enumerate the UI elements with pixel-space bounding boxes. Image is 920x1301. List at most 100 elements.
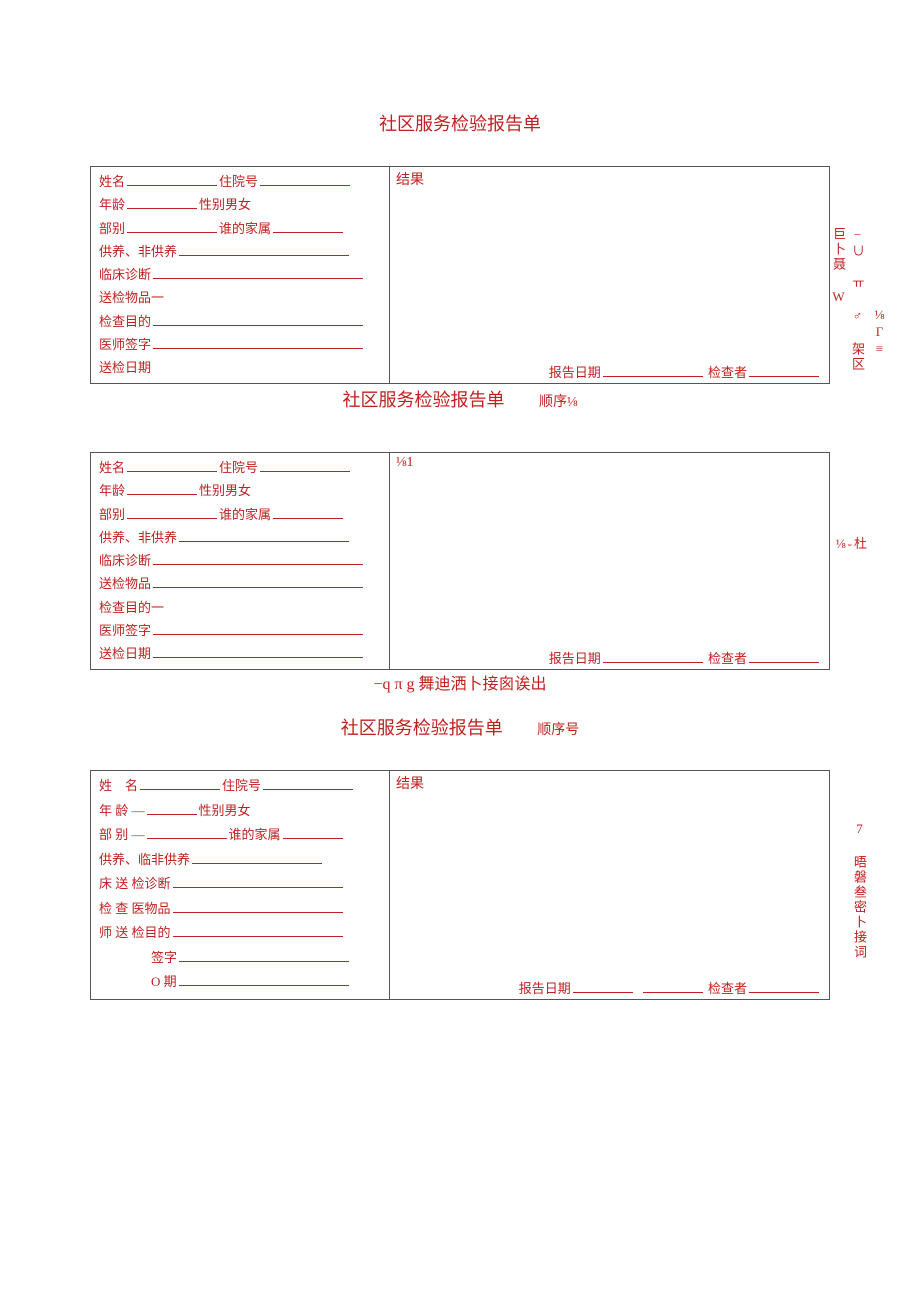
rdate-1: 报告日期 — [549, 365, 601, 380]
l1-purp: 检查目的 — [99, 311, 151, 333]
u-purp-1[interactable] — [153, 312, 363, 326]
right-col-2: ⅛1 报告日期 检查者 — [390, 453, 829, 669]
l1-sex: 性别男女 — [199, 194, 251, 216]
form-block-1: 社区服务检验报告单 姓名住院号 年龄性别男女 部别谁的家属 供养、非供养 临床诊… — [90, 110, 830, 412]
u-sup-2[interactable] — [179, 528, 349, 542]
rdate-3: 报告日期 — [519, 981, 571, 996]
l1-sup: 供养、非供养 — [99, 241, 177, 263]
u-purp-3[interactable] — [173, 923, 343, 937]
form-block-3: 社区服务检验报告单 顺序号 姓 名 住院号 年 龄 — 性别男女 部 别 — 谁的家属… — [90, 714, 830, 1000]
l1-sign: 医师签字 — [99, 334, 151, 356]
l1-name: 姓名 — [99, 171, 125, 193]
l3-fam: 谁的家属 — [229, 824, 281, 846]
l1-item: 送检物品一 — [99, 287, 164, 309]
u-fam-2[interactable] — [273, 505, 343, 519]
l3-diaga: 床 送 检 — [99, 873, 145, 895]
u-diag-3[interactable] — [173, 874, 343, 888]
result-2: ⅛1 — [396, 455, 414, 471]
u-rdate-3b[interactable] — [643, 979, 703, 993]
u-sign-1[interactable] — [153, 335, 363, 349]
l1-sdate: 送检日期 — [99, 357, 151, 379]
l3-dept: 部 别 — — [99, 824, 145, 846]
title-1: 社区服务检验报告单 — [90, 110, 830, 136]
chk-1: 检查者 — [708, 365, 747, 380]
result-1: 结果 — [396, 169, 424, 189]
u-chk-1[interactable] — [749, 363, 819, 377]
u-hosp-1[interactable] — [260, 172, 350, 186]
u-age-2[interactable] — [127, 481, 197, 495]
l2-dept: 部别 — [99, 504, 125, 526]
side-3: 7 晤磐叁密卜接词 — [850, 821, 869, 960]
u-fam-1[interactable] — [273, 219, 343, 233]
title-text-1: 社区服务检验报告单 — [379, 114, 541, 134]
title-3: 社区服务检验报告单 顺序号 — [90, 714, 830, 740]
u-sdate-3[interactable] — [179, 972, 349, 986]
l2-fam: 谁的家属 — [219, 504, 271, 526]
u-dept-3[interactable] — [147, 825, 227, 839]
l2-item: 送检物品 — [99, 573, 151, 595]
l3-age: 年 龄 — — [99, 800, 145, 822]
side-1a: −∪ ㅠ ♂ 架区巨卜聂 W — [829, 227, 867, 383]
u-name-2[interactable] — [127, 458, 217, 472]
u-dept-1[interactable] — [127, 219, 217, 233]
u-sign-2[interactable] — [153, 621, 363, 635]
u-rdate-3a[interactable] — [573, 979, 633, 993]
u-sign-3[interactable] — [179, 948, 349, 962]
u-hosp-2[interactable] — [260, 458, 350, 472]
title-text-m1: 社区服务检验报告单 — [343, 390, 505, 410]
l3-hosp: 住院号 — [222, 775, 261, 797]
u-rdate-2[interactable] — [603, 649, 703, 663]
right-col-1: 结果 报告日期 检查者 — [390, 167, 829, 383]
side-2: ⅛-杜 — [836, 533, 869, 552]
chk-3: 检查者 — [708, 981, 747, 996]
u-diag-1[interactable] — [153, 265, 363, 279]
u-age-1[interactable] — [127, 195, 197, 209]
title-mid-1: 社区服务检验报告单 顺序⅛ — [90, 386, 830, 412]
l3-name: 姓 名 — [99, 775, 138, 797]
l3-sign: 签字 — [151, 947, 177, 969]
u-rdate-1[interactable] — [603, 363, 703, 377]
u-item-3[interactable] — [173, 899, 343, 913]
content-box-3: 姓 名 住院号 年 龄 — 性别男女 部 别 — 谁的家属 供养、临非供养 床 送 检… — [90, 770, 830, 1000]
u-fam-3[interactable] — [283, 825, 343, 839]
l3-purpb: 目的 — [145, 922, 171, 944]
seq-3: 顺序号 — [537, 723, 579, 738]
u-name-3[interactable] — [140, 776, 220, 790]
content-box-2: 姓名住院号 年龄性别男女 部别谁的家属 供养、非供养 临床诊断 送检物品 检查目… — [90, 452, 830, 670]
u-sup-1[interactable] — [179, 242, 349, 256]
l3-supb: 非供养 — [151, 849, 190, 871]
u-hosp-3[interactable] — [263, 776, 353, 790]
u-name-1[interactable] — [127, 172, 217, 186]
inter-text: −q π g 舞迪洒卜接囪诶出 — [0, 670, 920, 694]
l2-hosp: 住院号 — [219, 457, 258, 479]
title-text-3: 社区服务检验报告单 — [341, 718, 503, 738]
chk-2: 检查者 — [708, 651, 747, 666]
u-chk-2[interactable] — [749, 649, 819, 663]
l2-name: 姓名 — [99, 457, 125, 479]
u-dept-2[interactable] — [127, 505, 217, 519]
l1-fam: 谁的家属 — [219, 218, 271, 240]
right-col-3: 结果 报告日期 检查者 — [390, 771, 829, 999]
l3-sdate: O 期 — [151, 971, 177, 993]
u-sdate-2[interactable] — [153, 644, 363, 658]
l3-purpa: 师 送 检 — [99, 922, 145, 944]
u-sup-3[interactable] — [192, 850, 322, 864]
u-item-2[interactable] — [153, 574, 363, 588]
l1-hosp: 住院号 — [219, 171, 258, 193]
u-age-3[interactable] — [147, 801, 197, 815]
l2-sdate: 送检日期 — [99, 643, 151, 665]
rdate-2: 报告日期 — [549, 651, 601, 666]
l2-sup: 供养、非供养 — [99, 527, 177, 549]
u-chk-3[interactable] — [749, 979, 819, 993]
l1-age: 年龄 — [99, 194, 125, 216]
l3-itema: 检 查 医 — [99, 898, 145, 920]
l3-supa: 供养、临 — [99, 849, 151, 871]
l2-age: 年龄 — [99, 480, 125, 502]
l3-itemb: 物品 — [145, 898, 171, 920]
l2-diag: 临床诊断 — [99, 550, 151, 572]
l3-sex: 性别男女 — [199, 800, 251, 822]
side-1b: ⅛Γ≡ — [871, 307, 887, 358]
u-diag-2[interactable] — [153, 551, 363, 565]
left-col-2: 姓名住院号 年龄性别男女 部别谁的家属 供养、非供养 临床诊断 送检物品 检查目… — [90, 453, 390, 669]
l1-diag: 临床诊断 — [99, 264, 151, 286]
